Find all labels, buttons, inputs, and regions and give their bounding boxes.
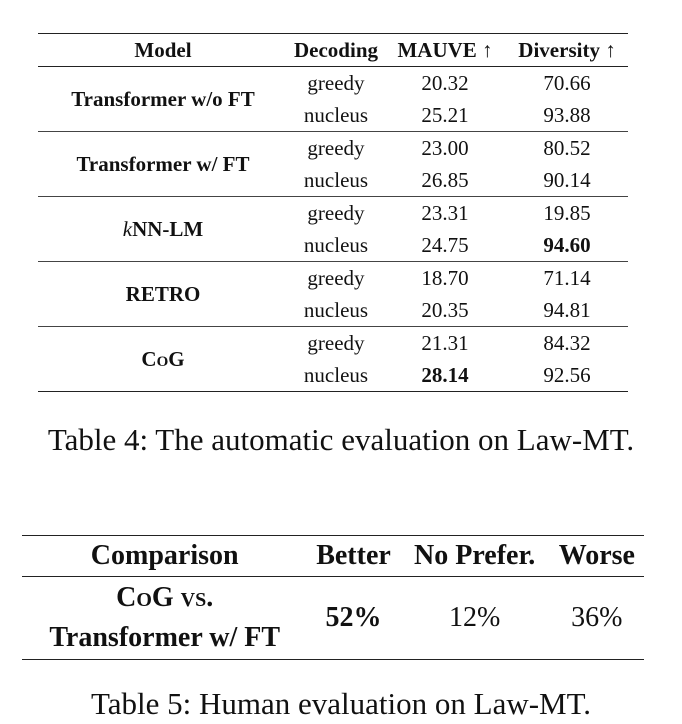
decoding-cell: nucleus [303, 298, 369, 322]
model-name: kNN-LM [38, 197, 288, 262]
header-decoding: Decoding [294, 38, 378, 62]
mauve-cell-best: 28.14 [421, 363, 469, 387]
table-row: kNN-LM greedy 23.31 19.85 [38, 197, 628, 241]
model-name-suffix: NN-LM [132, 217, 204, 241]
header-better: Better [316, 540, 391, 571]
table-4: Model Decoding MAUVE ↑ Diversity ↑ Trans… [38, 33, 628, 392]
decoding-cell: nucleus [303, 103, 369, 127]
table-4-caption: Table 4: The automatic evaluation on Law… [47, 422, 635, 457]
header-worse: Worse [558, 540, 635, 571]
model-name: Transformer w/o FT [71, 87, 255, 111]
group-transformer-wo-ft: Transformer w/o FT greedy 20.32 70.66 nu… [38, 67, 628, 132]
diversity-cell: 70.66 [543, 71, 591, 95]
diversity-cell-best: 94.60 [543, 233, 591, 257]
decoding-cell: nucleus [303, 233, 369, 257]
group-cog: CoG greedy 21.31 84.32 nucleus 28.14 92.… [38, 327, 628, 392]
mauve-cell: 23.31 [421, 201, 469, 225]
no-prefer-cell: 12% [449, 602, 501, 633]
decoding-cell: greedy [307, 71, 365, 95]
model-name: CoG [141, 347, 185, 371]
model-name-prefix: k [122, 217, 133, 241]
decoding-cell: greedy [307, 266, 365, 290]
comparison-cell: CoG vs. Transformer w/ FT [22, 577, 307, 660]
header-comparison: Comparison [90, 540, 239, 571]
table-row: nucleus 28.14 92.56 [38, 359, 628, 392]
table-row: nucleus 20.35 94.81 [38, 294, 628, 327]
comparison-line-2: Transformer w/ FT [49, 622, 281, 653]
mauve-cell: 18.70 [421, 266, 469, 290]
table-row: RETRO greedy 18.70 71.14 [38, 262, 628, 306]
diversity-cell: 80.52 [543, 136, 591, 160]
diversity-cell: 93.88 [543, 103, 591, 127]
table-row: nucleus 24.75 94.60 [38, 229, 628, 262]
table-row: CoG vs. Transformer w/ FT 52% 12% 36% [22, 577, 644, 660]
mauve-cell: 20.32 [421, 71, 469, 95]
table-row: nucleus 25.21 93.88 [38, 99, 628, 132]
table-row: Transformer w/ FT greedy 23.00 80.52 [38, 132, 628, 176]
header-mauve: MAUVE ↑ [397, 38, 493, 62]
worse-cell: 36% [571, 602, 623, 633]
comparison-line-1: CoG vs. [116, 582, 214, 613]
table-row: CoG greedy 21.31 84.32 [38, 327, 628, 371]
diversity-cell: 94.81 [543, 298, 591, 322]
decoding-cell: nucleus [303, 363, 369, 387]
diversity-cell: 19.85 [543, 201, 591, 225]
decoding-cell: nucleus [303, 168, 369, 192]
group-transformer-w-ft: Transformer w/ FT greedy 23.00 80.52 nuc… [38, 132, 628, 197]
table-row: Transformer w/o FT greedy 20.32 70.66 [38, 67, 628, 111]
table-4-header-row: Model Decoding MAUVE ↑ Diversity ↑ [38, 34, 628, 67]
mauve-cell: 21.31 [421, 331, 469, 355]
mauve-cell: 25.21 [421, 103, 469, 127]
mauve-cell: 24.75 [421, 233, 469, 257]
model-name: Transformer w/ FT [76, 152, 250, 176]
decoding-cell: greedy [307, 201, 365, 225]
table-5-header-row: Comparison Better No Prefer. Worse [22, 536, 644, 577]
table-5-caption: Table 5: Human evaluation on Law-MT. [91, 686, 591, 721]
decoding-cell: greedy [307, 331, 365, 355]
mauve-cell: 26.85 [421, 168, 469, 192]
diversity-cell: 90.14 [543, 168, 591, 192]
table-row: nucleus 26.85 90.14 [38, 164, 628, 197]
better-cell: 52% [325, 602, 382, 633]
diversity-cell: 84.32 [543, 331, 591, 355]
group-knn-lm: kNN-LM greedy 23.31 19.85 nucleus 24.75 … [38, 197, 628, 262]
table-5: Comparison Better No Prefer. Worse CoG v… [22, 535, 644, 660]
header-diversity: Diversity ↑ [518, 38, 616, 62]
diversity-cell: 92.56 [543, 363, 591, 387]
diversity-cell: 71.14 [543, 266, 591, 290]
decoding-cell: greedy [307, 136, 365, 160]
model-name: RETRO [125, 282, 201, 306]
mauve-cell: 23.00 [421, 136, 469, 160]
group-retro: RETRO greedy 18.70 71.14 nucleus 20.35 9… [38, 262, 628, 327]
mauve-cell: 20.35 [421, 298, 469, 322]
header-no-prefer: No Prefer. [414, 540, 536, 571]
header-model: Model [134, 38, 192, 62]
